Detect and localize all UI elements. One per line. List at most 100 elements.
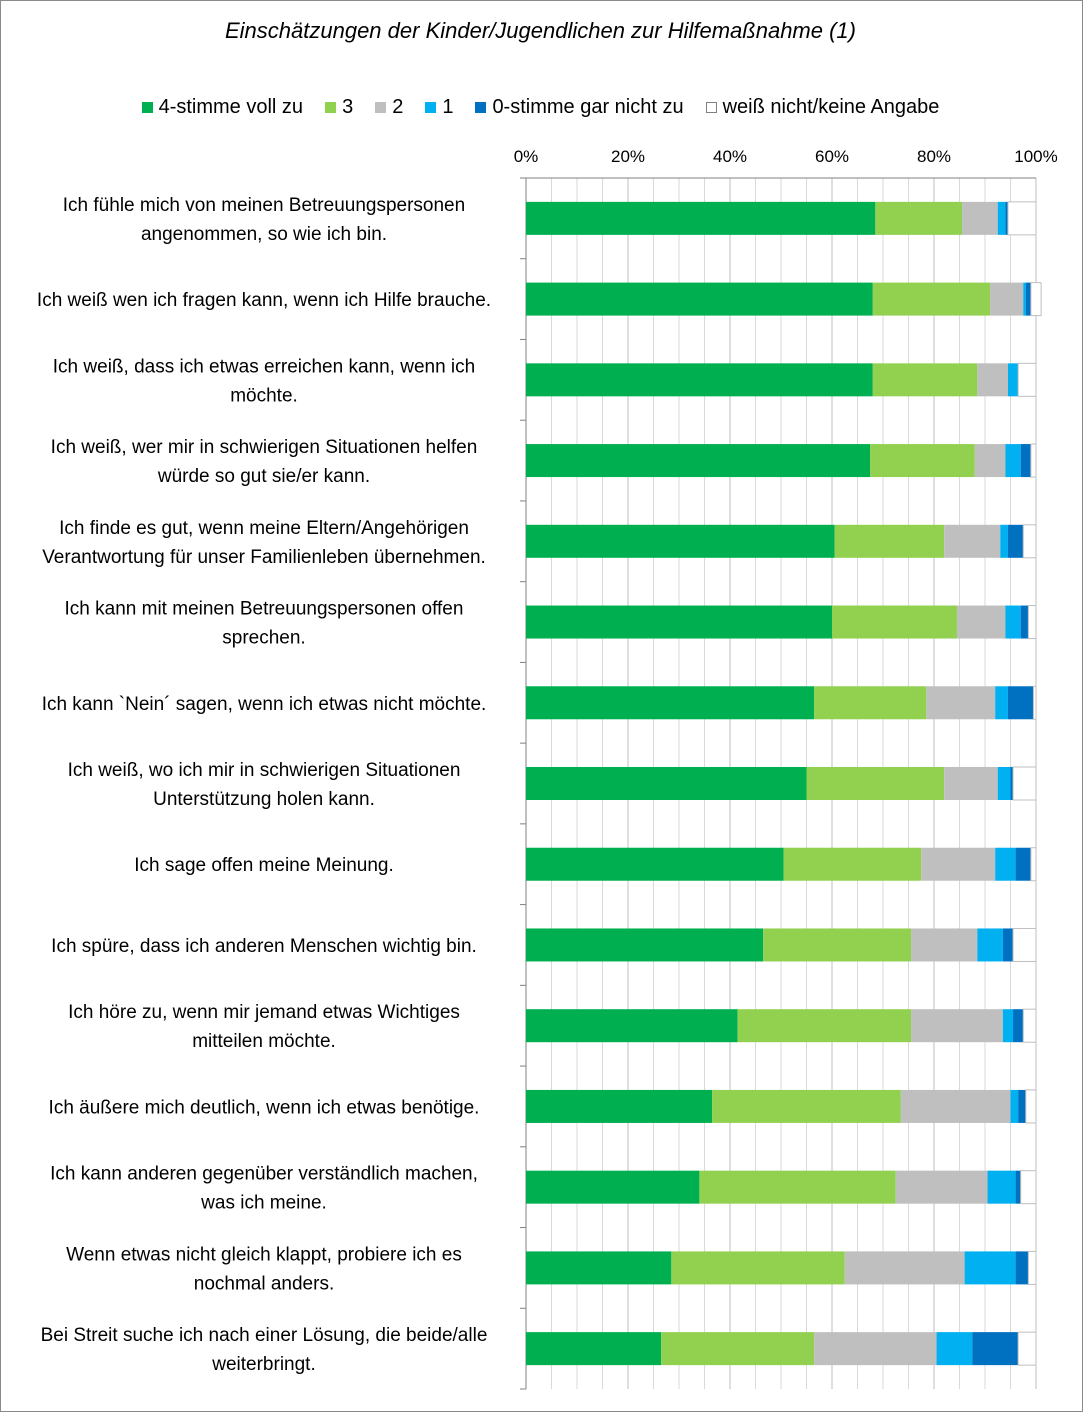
bar-segment-11-5 [1025,1089,1037,1124]
category-label-4-1: Verantwortung für unser Familienleben üb… [42,547,486,568]
bar-segment-12-1 [699,1170,896,1204]
bar-segment-8-1 [783,847,922,881]
category-label-5-1: sprechen. [222,628,305,649]
legend-item-5: weiß nicht/keine Angabe [705,96,940,119]
bar-segment-10-3 [1002,1009,1014,1043]
category-label-0-0: Ich fühle mich von meinen Betreuungspers… [63,195,465,216]
chart-legend: 4-stimme voll zu 3 2 1 0-stimme gar nicht zu… [0,96,1081,119]
bar-segment-6-5 [1032,685,1037,720]
bar-segment-11-1 [712,1089,901,1123]
category-label-10-0: Ich höre zu, wenn mir jemand etwas Wicht… [68,1002,460,1023]
category-label-13-1: nochmal anders. [194,1273,334,1294]
bar-segment-8-0 [526,847,784,881]
bar-segment-14-1 [661,1332,815,1366]
bar-segment-14-0 [526,1332,662,1366]
bar-segment-0-3 [997,201,1006,235]
bar-segment-2-5 [1017,362,1037,397]
bar-segment-12-4 [1015,1170,1021,1204]
bar-segment-0-5 [1007,201,1037,236]
category-label-12-0: Ich kann anderen gegenüber verständlich … [50,1164,478,1185]
bar-segment-13-2 [844,1251,965,1285]
legend-swatch-3 [425,102,437,113]
x-tick-label: 0% [514,147,539,166]
bar-segment-9-0 [526,928,764,962]
bar-segment-6-2 [926,686,996,720]
bar-segment-9-3 [977,928,1003,962]
bar-segment-14-5 [1017,1331,1037,1366]
bar-segment-6-3 [995,686,1008,720]
bar-segment-11-4 [1018,1089,1026,1123]
category-label-2-1: möchte. [230,385,298,406]
category-label-0-1: angenommen, so wie ich bin. [141,224,387,245]
category-label-5-0: Ich kann mit meinen Betreuungspersonen o… [65,599,464,620]
bar-segment-3-4 [1020,444,1031,478]
category-label-9-0: Ich spüre, dass ich anderen Menschen wic… [51,936,477,957]
bar-segment-8-3 [995,847,1016,881]
bar-segment-1-0 [526,282,873,316]
legend-swatch-4 [475,102,487,113]
legend-item-1: 3 [325,96,353,119]
category-label-13-0: Wenn etwas nicht gleich klappt, probiere… [66,1244,462,1265]
x-tick-label: 40% [713,147,747,166]
bar-segment-7-1 [806,767,945,800]
bar-segment-13-0 [526,1251,672,1285]
bar-segment-6-4 [1007,686,1034,720]
bar-segment-7-4 [1010,767,1014,800]
bar-segment-0-0 [526,201,876,235]
bar-segment-10-2 [911,1009,1003,1043]
bar-segment-7-3 [997,767,1011,800]
x-tick-label: 100% [1014,147,1057,166]
bar-segment-4-0 [526,524,835,558]
bar-segment-11-2 [900,1089,1011,1123]
bar-segment-1-3 [1023,282,1026,316]
bar-segment-0-1 [875,201,963,235]
bar-segment-9-1 [763,928,912,962]
bar-segment-4-2 [944,524,1001,558]
bar-segment-10-4 [1013,1009,1024,1043]
legend-label-0: 4-stimme voll zu [158,96,304,118]
bar-segment-7-2 [944,767,998,800]
category-label-3-0: Ich weiß, wer mir in schwierigen Situati… [51,437,478,458]
bar-segment-6-1 [814,686,927,720]
category-label-7-1: Unterstützung holen kann. [153,789,375,810]
legend-swatch-5 [705,102,717,113]
legend-swatch-1 [325,102,337,113]
bar-segment-5-4 [1020,605,1029,639]
bar-segment-2-1 [872,363,978,397]
bar-segment-5-3 [1005,605,1021,639]
category-label-11-0: Ich äußere mich deutlich, wenn ich etwas… [49,1097,480,1118]
bar-segment-8-4 [1015,847,1031,881]
bar-segment-7-5 [1012,766,1037,801]
bar-segment-3-1 [870,444,975,478]
bar-segment-4-4 [1007,524,1024,558]
bar-segment-11-3 [1010,1089,1019,1123]
bar-segment-6-0 [526,686,815,720]
bar-segment-13-1 [671,1251,845,1285]
legend-label-3: 1 [442,96,454,118]
bar-segment-9-2 [911,928,978,962]
bar-segment-11-0 [526,1089,713,1123]
bar-segment-0-4 [1005,201,1008,235]
bar-segment-3-5 [1030,443,1037,478]
chart-title: Einschätzungen der Kinder/Jugendlichen z… [224,18,856,43]
category-label-4-0: Ich finde es gut, wenn meine Eltern/Ange… [59,518,469,539]
bar-segment-0-2 [962,201,998,235]
bar-segment-10-0 [526,1009,738,1043]
legend-label-5: weiß nicht/keine Angabe [722,96,940,118]
legend-label-1: 3 [342,96,354,118]
bar-segment-1-5 [1030,282,1042,317]
bar-segment-3-2 [974,444,1006,478]
bar-segment-3-0 [526,444,871,478]
bar-segment-2-0 [526,363,873,397]
bar-segment-14-3 [936,1332,973,1366]
bar-segment-10-5 [1022,1008,1037,1043]
bar-segment-8-5 [1030,847,1037,882]
bar-segment-4-5 [1022,524,1037,559]
bar-segment-13-4 [1015,1251,1029,1285]
bar-segment-8-2 [921,847,996,881]
bar-segment-5-1 [832,605,957,639]
category-label-3-1: würde so gut sie/er kann. [157,466,370,487]
bar-segment-4-3 [1000,524,1008,558]
bar-segment-5-2 [956,605,1006,639]
category-label-2-0: Ich weiß, dass ich etwas erreichen kann,… [53,356,475,377]
